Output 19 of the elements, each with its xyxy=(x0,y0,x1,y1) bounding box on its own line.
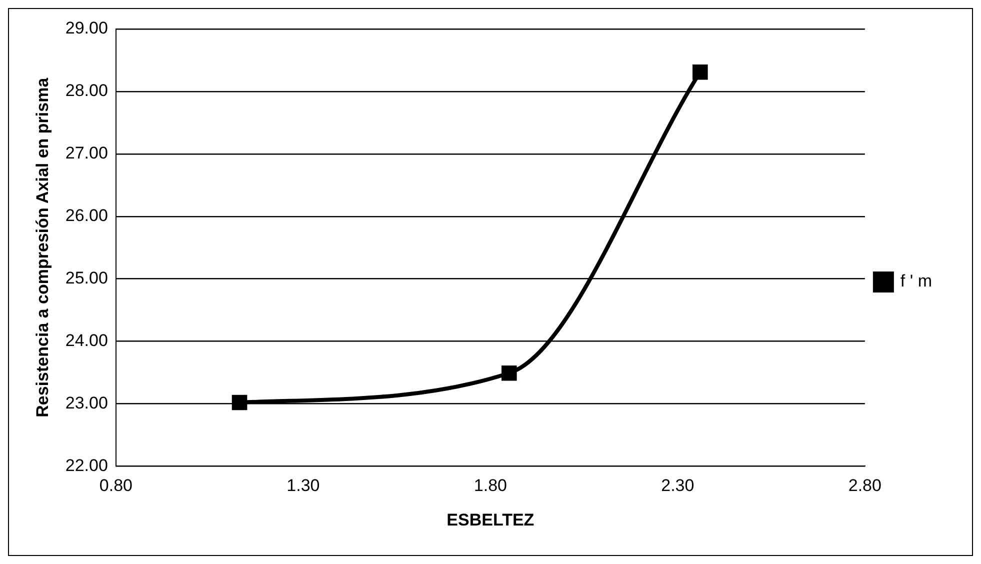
y-axis-title: Resistencia a compresión Axial en prisma xyxy=(32,77,52,418)
legend-label: f ' m xyxy=(900,272,932,291)
point xyxy=(692,64,708,80)
y-tick-label: 24.00 xyxy=(65,330,108,350)
y-tick-label: 26.00 xyxy=(65,206,108,226)
x-tick-label: 2.80 xyxy=(848,476,882,496)
x-tick-label: 1.80 xyxy=(474,476,507,496)
y-tick-label: 25.00 xyxy=(65,268,108,288)
x-axis-title: ESBELTEZ xyxy=(446,510,534,530)
x-tick-label: 1.30 xyxy=(286,476,320,496)
point xyxy=(232,394,248,410)
x-tick-label: 0.80 xyxy=(99,476,132,496)
y-tick-label: 29.00 xyxy=(65,18,108,38)
y-tick-label: 23.00 xyxy=(65,393,108,412)
y-tick-label: 28.00 xyxy=(65,81,108,100)
y-tick-label: 22.00 xyxy=(65,456,108,475)
x-tick-label: 2.30 xyxy=(661,476,694,496)
y-tick-label: 27.00 xyxy=(65,144,108,163)
point xyxy=(502,365,517,381)
